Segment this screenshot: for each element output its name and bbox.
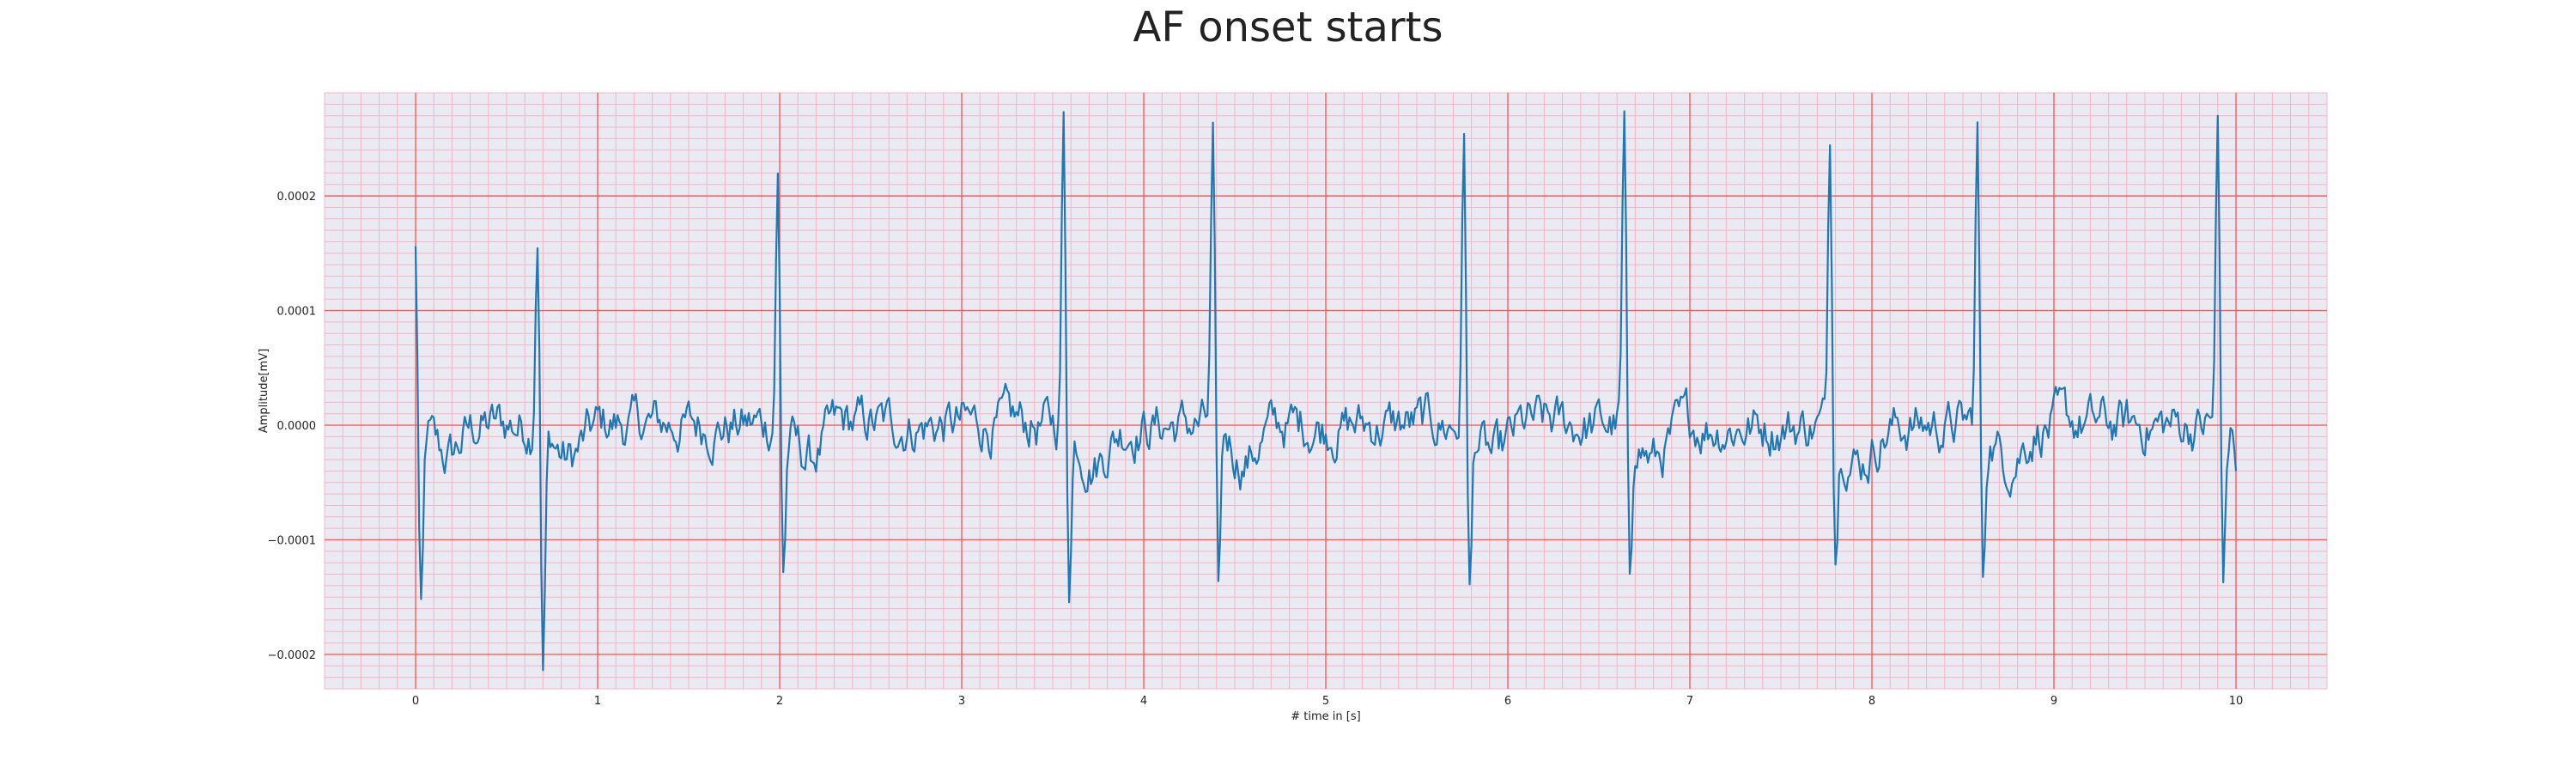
x-tick-label: 10	[2229, 695, 2244, 708]
y-tick-label: 0.0002	[277, 191, 317, 204]
x-axis-label: # time in [s]	[1291, 710, 1360, 723]
x-tick-label: 8	[1868, 695, 1875, 708]
x-tick-label: 9	[2050, 695, 2057, 708]
x-tick-label: 2	[776, 695, 783, 708]
y-tick-label: 0.0001	[277, 306, 317, 319]
x-tick-label: 5	[1322, 695, 1329, 708]
y-tick-label: −0.0002	[268, 649, 316, 662]
y-tick-label: −0.0001	[268, 535, 316, 548]
x-tick-label: 0	[412, 695, 419, 708]
ecg-trace-line	[414, 110, 2238, 672]
major-grid	[325, 93, 2327, 689]
y-axis-label: Amplitude[mV]	[258, 349, 270, 433]
chart-title: AF onset starts	[1133, 3, 1443, 52]
x-tick-label: 6	[1504, 695, 1511, 708]
x-tick-label: 3	[958, 695, 965, 708]
x-tick-label: 7	[1686, 695, 1693, 708]
y-axis-ticks: −0.0002 −0.0001 0.0000 0.0001 0.0002	[268, 191, 316, 662]
x-tick-label: 4	[1140, 695, 1147, 708]
x-tick-label: 1	[594, 695, 601, 708]
y-tick-label: 0.0000	[277, 420, 317, 433]
x-axis-ticks: 0 1 2 3 4 5 6 7 8 9 10	[412, 695, 2243, 708]
